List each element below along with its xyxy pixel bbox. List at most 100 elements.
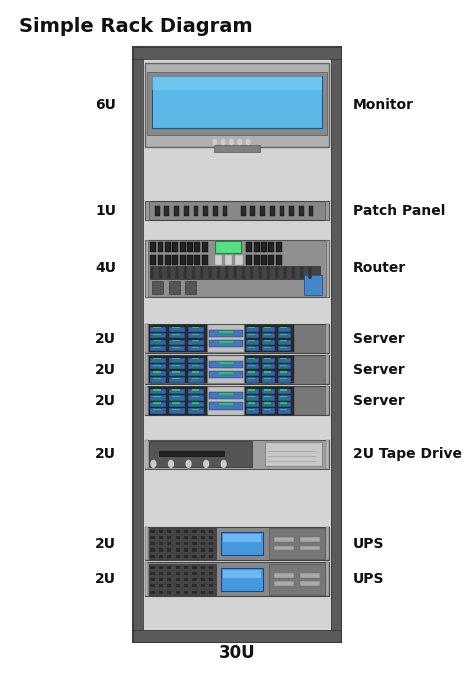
- Text: UPS: UPS: [353, 573, 384, 586]
- Text: Server: Server: [353, 394, 405, 408]
- Circle shape: [242, 271, 245, 274]
- Bar: [176, 591, 180, 594]
- Bar: [149, 325, 208, 352]
- Text: Router: Router: [353, 262, 406, 275]
- Bar: [176, 555, 180, 558]
- Bar: [192, 566, 197, 569]
- Bar: [188, 333, 204, 339]
- Circle shape: [226, 275, 228, 279]
- Bar: [246, 377, 259, 383]
- Bar: [262, 395, 275, 401]
- Bar: [169, 395, 185, 401]
- Bar: [184, 578, 188, 581]
- Bar: [188, 395, 204, 401]
- Bar: [164, 206, 169, 216]
- Bar: [151, 584, 155, 587]
- Bar: [248, 327, 255, 329]
- Bar: [149, 528, 216, 559]
- Bar: [151, 530, 155, 533]
- Bar: [185, 281, 196, 293]
- Circle shape: [242, 275, 245, 279]
- Bar: [191, 378, 200, 379]
- Bar: [262, 377, 275, 383]
- Bar: [223, 206, 228, 216]
- Bar: [203, 206, 208, 216]
- Circle shape: [276, 275, 278, 279]
- Bar: [150, 242, 156, 252]
- Circle shape: [246, 139, 250, 145]
- Bar: [172, 358, 180, 360]
- Circle shape: [192, 267, 195, 270]
- Bar: [145, 201, 149, 220]
- Bar: [145, 440, 329, 469]
- Circle shape: [204, 460, 209, 467]
- Bar: [280, 206, 284, 216]
- Bar: [151, 536, 155, 539]
- Bar: [191, 347, 200, 348]
- Bar: [173, 242, 178, 252]
- Circle shape: [301, 267, 303, 270]
- Bar: [153, 378, 161, 379]
- Bar: [209, 402, 243, 410]
- Bar: [209, 392, 243, 400]
- Bar: [167, 530, 172, 533]
- Bar: [188, 340, 204, 345]
- Bar: [157, 255, 164, 266]
- Bar: [188, 364, 204, 370]
- Bar: [264, 371, 271, 372]
- Circle shape: [218, 271, 219, 274]
- Bar: [219, 331, 233, 333]
- Circle shape: [159, 267, 161, 270]
- Bar: [150, 408, 165, 414]
- Bar: [194, 242, 201, 252]
- Circle shape: [151, 460, 156, 467]
- Circle shape: [276, 267, 278, 270]
- Bar: [276, 242, 282, 252]
- Bar: [208, 325, 244, 352]
- Bar: [145, 387, 329, 415]
- Bar: [214, 145, 260, 152]
- Circle shape: [234, 275, 236, 279]
- Bar: [213, 206, 218, 216]
- Bar: [151, 572, 155, 575]
- Bar: [209, 566, 213, 569]
- Circle shape: [267, 271, 270, 274]
- Circle shape: [309, 267, 311, 270]
- Circle shape: [218, 267, 219, 270]
- Bar: [300, 573, 319, 577]
- Bar: [153, 358, 161, 360]
- Bar: [150, 395, 165, 401]
- Circle shape: [176, 275, 178, 279]
- Circle shape: [259, 267, 261, 270]
- Bar: [169, 408, 185, 414]
- Circle shape: [209, 275, 211, 279]
- Bar: [192, 591, 197, 594]
- Bar: [176, 536, 180, 539]
- Bar: [269, 564, 325, 595]
- Text: Simple Rack Diagram: Simple Rack Diagram: [19, 17, 253, 36]
- Bar: [264, 334, 271, 335]
- Bar: [201, 578, 205, 581]
- Bar: [165, 255, 171, 266]
- Text: Monitor: Monitor: [353, 98, 414, 112]
- Circle shape: [151, 271, 153, 274]
- Bar: [191, 371, 200, 372]
- Circle shape: [242, 267, 245, 270]
- Bar: [192, 555, 197, 558]
- Bar: [150, 358, 165, 363]
- Bar: [225, 255, 232, 266]
- Bar: [172, 402, 180, 404]
- Bar: [219, 362, 233, 364]
- Bar: [184, 584, 188, 587]
- Bar: [209, 330, 243, 337]
- Text: UPS: UPS: [353, 537, 384, 550]
- Bar: [262, 333, 275, 339]
- Bar: [248, 409, 255, 410]
- Circle shape: [192, 275, 195, 279]
- Bar: [201, 566, 205, 569]
- Bar: [151, 591, 155, 594]
- Bar: [201, 572, 205, 575]
- Bar: [133, 47, 143, 642]
- Bar: [246, 327, 259, 332]
- Bar: [188, 358, 204, 363]
